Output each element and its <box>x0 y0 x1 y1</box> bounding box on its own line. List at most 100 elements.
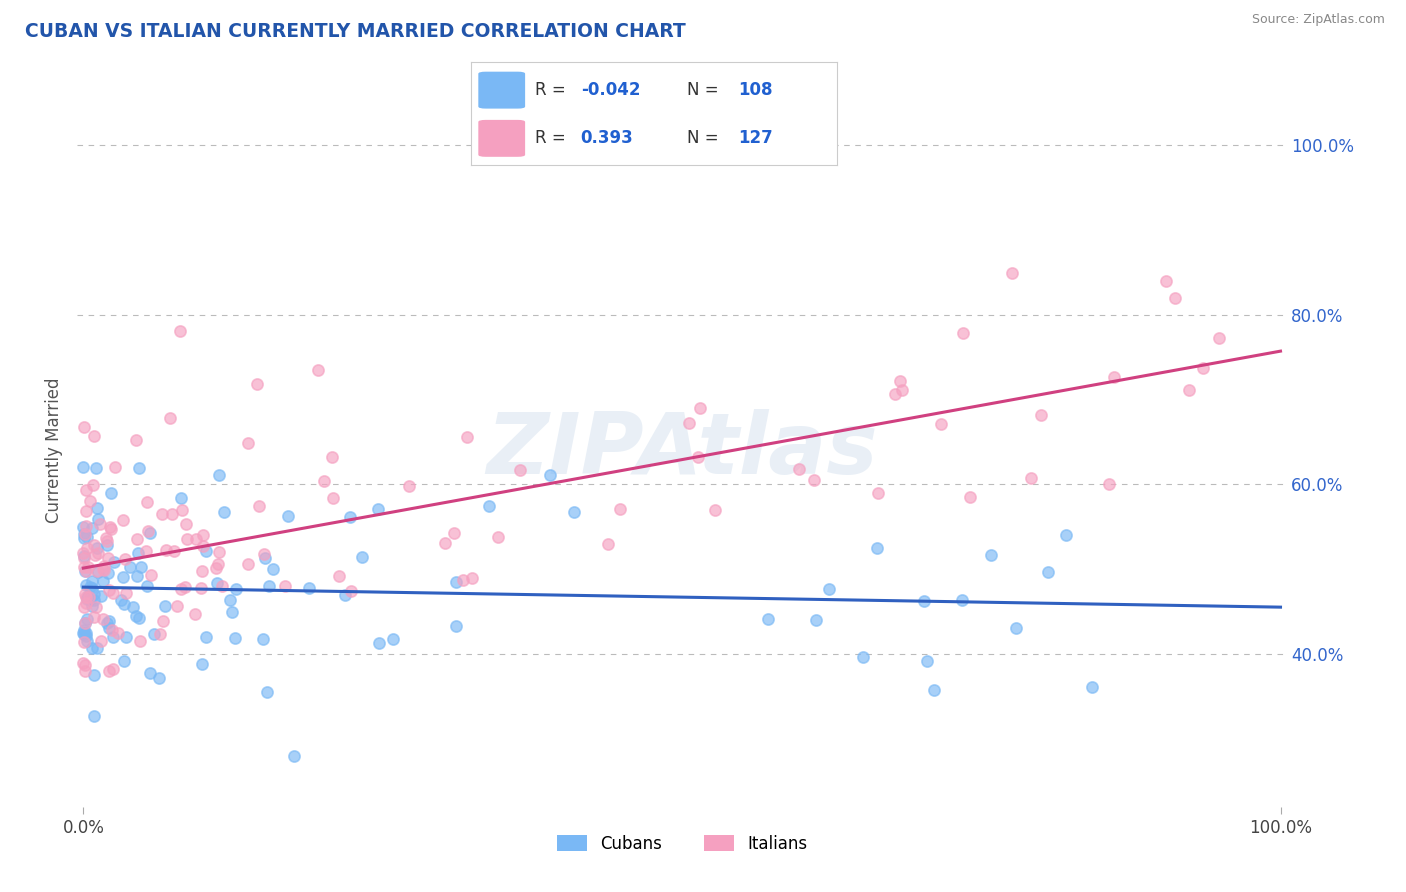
Point <box>87 566 110 580</box>
Point <box>83 592 105 607</box>
Point <box>86 564 108 578</box>
Point <box>90 634 112 648</box>
Point <box>72 460 94 475</box>
Point <box>86 501 108 516</box>
Point <box>73 551 96 566</box>
Point <box>72 625 94 640</box>
Point <box>75 578 97 592</box>
Point <box>169 324 191 338</box>
Point <box>76 530 98 544</box>
Point <box>73 560 96 574</box>
Point <box>100 520 122 534</box>
Point <box>111 513 134 527</box>
Point <box>486 530 509 544</box>
Point <box>256 685 278 699</box>
Point <box>889 374 911 388</box>
Point <box>444 618 467 632</box>
Point <box>86 640 108 655</box>
Point <box>689 401 711 415</box>
Point <box>562 505 585 519</box>
Text: 108: 108 <box>738 81 772 99</box>
Point <box>91 562 114 576</box>
Point <box>277 508 299 523</box>
Point <box>443 525 465 540</box>
Point <box>139 665 162 680</box>
Point <box>73 624 96 638</box>
Point <box>115 585 138 599</box>
Point <box>127 532 149 546</box>
Point <box>433 535 456 549</box>
Point <box>703 503 725 517</box>
Point <box>221 605 243 619</box>
Point <box>183 607 205 621</box>
Point <box>93 564 115 578</box>
Point <box>73 586 96 600</box>
Point <box>73 549 96 563</box>
Point <box>139 567 162 582</box>
Point <box>914 594 936 608</box>
Point <box>538 467 561 482</box>
Point <box>274 579 297 593</box>
Point <box>83 429 105 443</box>
Point <box>112 598 135 612</box>
Point <box>959 491 981 505</box>
Point <box>97 551 120 566</box>
Point <box>1192 360 1215 375</box>
Point <box>866 485 889 500</box>
Text: ZIPAtlas: ZIPAtlas <box>486 409 877 492</box>
Point <box>143 627 166 641</box>
Point <box>75 564 97 578</box>
Point <box>87 546 110 560</box>
Point <box>259 579 281 593</box>
Point <box>191 657 214 671</box>
Point <box>93 612 115 626</box>
Point <box>1208 331 1230 345</box>
Point <box>112 654 135 668</box>
Point <box>806 613 828 627</box>
Y-axis label: Currently Married: Currently Married <box>45 377 63 524</box>
Point <box>174 517 197 532</box>
FancyBboxPatch shape <box>478 71 524 109</box>
Point <box>247 499 270 513</box>
Point <box>73 599 96 614</box>
Point <box>131 560 153 574</box>
Point <box>72 657 94 671</box>
Point <box>90 589 112 603</box>
Point <box>75 595 97 609</box>
Point <box>283 749 305 764</box>
Text: N =: N = <box>686 81 724 99</box>
Point <box>75 483 97 497</box>
Point <box>128 611 150 625</box>
Point <box>321 450 343 464</box>
Point <box>1001 266 1024 280</box>
Point <box>398 479 420 493</box>
Point <box>77 589 100 603</box>
Point <box>155 543 177 558</box>
Point <box>96 533 118 548</box>
Point <box>883 386 905 401</box>
Point <box>103 555 125 569</box>
Point <box>191 564 214 578</box>
Point <box>84 460 107 475</box>
Point <box>73 665 96 679</box>
Point <box>76 611 98 625</box>
Point <box>129 633 152 648</box>
Point <box>890 383 912 397</box>
Point <box>211 578 233 592</box>
Point <box>1081 681 1104 695</box>
Point <box>367 636 389 650</box>
Point <box>155 599 177 613</box>
Point <box>94 531 117 545</box>
Point <box>87 512 110 526</box>
Point <box>160 508 183 522</box>
Point <box>686 450 709 464</box>
Point <box>75 590 97 604</box>
Point <box>98 614 121 628</box>
Point <box>917 654 939 668</box>
Point <box>136 495 159 509</box>
Point <box>339 510 361 524</box>
Point <box>461 571 484 585</box>
Point <box>98 583 121 598</box>
Point <box>115 630 138 644</box>
Point <box>83 668 105 682</box>
